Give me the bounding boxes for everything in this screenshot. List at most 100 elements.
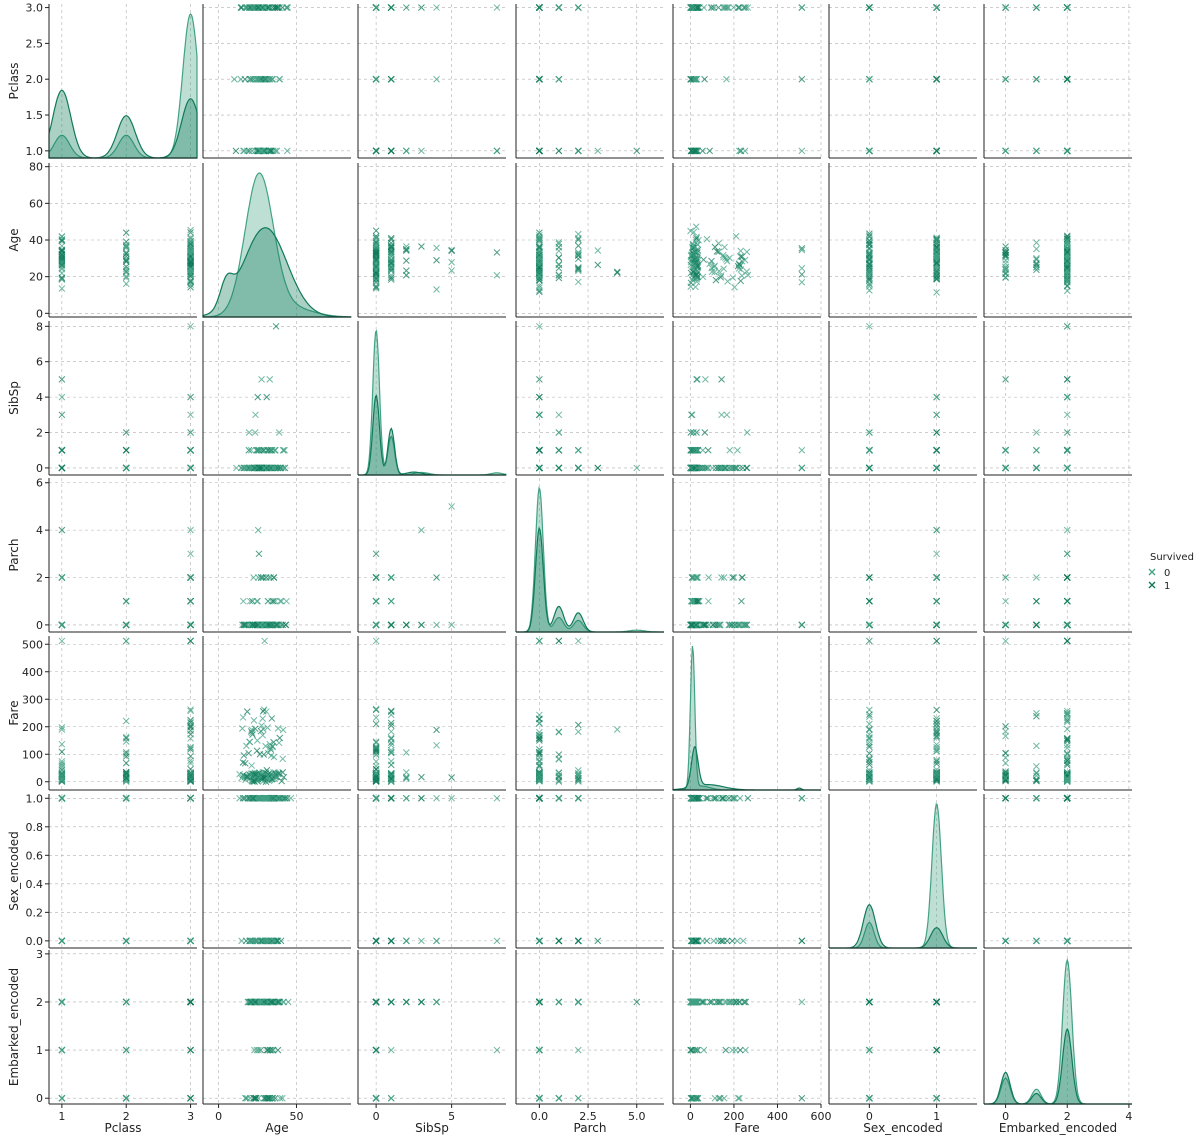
facet-Parch-vs-SibSp [357,478,506,633]
scatter-point [933,4,940,11]
scatter-point [696,4,703,11]
scatter-point [418,4,425,11]
y-tick-label: 500 [22,638,43,651]
scatter-point [691,147,699,155]
scatter-point [730,4,737,11]
scatter-point [256,147,264,155]
scatter-point [387,234,395,242]
scatter-point [1033,4,1040,11]
scatter-point [243,742,250,750]
y-tick-label: 0.0 [26,935,44,948]
scatter-point [433,4,440,11]
scatter-point [721,243,728,251]
scatter-point [718,376,725,383]
facet-Fare-vs-Age [202,636,351,791]
y-tick-label: 20 [29,271,43,284]
scatter-point [707,4,715,11]
y-tick-label: 1.0 [26,145,44,158]
scatter-point [250,4,258,11]
scatter-point [252,75,260,83]
scatter-point [613,726,621,733]
y-tick-label: 3.0 [26,2,44,15]
scatter-point [187,266,194,274]
y-tick-label: 2 [36,572,43,585]
scatter-point [693,75,700,83]
scatter-point [708,4,716,11]
scatter-point [58,264,66,272]
facet-Fare-vs-Parch [515,636,664,791]
scatter-point [266,376,274,383]
scatter-point [58,247,66,255]
scatter-point [281,446,288,454]
scatter-point [258,376,265,383]
scatter-point [250,716,258,724]
scatter-point [387,265,395,273]
facet-Fare-vs-Fare [672,636,822,791]
scatter-point [1002,147,1009,155]
y-tick-label: 4 [36,391,43,404]
scatter-point [239,597,247,605]
scatter-point [372,284,380,292]
scatter-point [613,268,621,276]
scatter-point [433,286,440,293]
scatter-point [699,147,706,155]
scatter-point [798,446,806,454]
facet-SibSp-vs-Embarked_encoded [983,321,1132,476]
scatter-point [387,728,395,735]
scatter-point [402,257,410,264]
scatter-point [58,261,66,269]
scatter-point [433,741,440,749]
scatter-point [245,147,253,155]
scatter-point [122,717,130,725]
scatter-point [58,259,66,266]
scatter-point [274,724,282,732]
scatter-point [122,243,130,250]
scatter-point [536,249,543,257]
scatter-point [536,287,543,294]
scatter-point [536,75,543,83]
scatter-point [58,232,66,240]
facet-Fare-vs-Embarked_encoded [983,636,1132,791]
facet-Parch-vs-Embarked_encoded [983,478,1132,633]
facet-Age-vs-Fare [672,163,822,318]
scatter-point [692,283,699,291]
scatter-point [283,597,290,605]
scatter-point [731,283,738,291]
scatter-point [725,621,733,629]
scatter-point [594,147,602,155]
scatter-point [187,257,194,265]
scatter-point [1033,446,1040,454]
scatter-point [187,706,194,713]
y-tick-label: 200 [22,721,43,734]
y-tick-label: 2.5 [26,37,44,50]
scatter-point [387,734,395,742]
facet-Sex_encoded-vs-Pclass: 0.00.20.40.60.81.0 [26,792,197,949]
scatter-point [1033,763,1040,770]
kde-Age-survived-1 [202,227,351,318]
scatter-point [693,376,701,383]
scatter-point [574,242,582,250]
scatter-point [1002,759,1009,767]
scatter-point [264,75,271,83]
scatter-point [536,251,543,259]
scatter-point [724,278,731,285]
y-tick-label: 0.6 [26,849,44,862]
scatter-point [536,282,543,289]
scatter-point [555,4,563,11]
scatter-point [574,637,582,645]
scatter-point [433,726,440,734]
scatter-point [723,75,730,83]
scatter-point [1063,75,1071,83]
scatter-point [275,4,283,11]
scatter-point [705,597,712,605]
scatter-point [555,75,563,83]
y-tick-label: 300 [22,693,43,706]
scatter-point [259,147,267,155]
scatter-point [187,277,194,284]
scatter-point [122,229,130,237]
scatter-point [372,250,380,258]
scatter-point [255,75,262,83]
scatter-point [574,230,582,238]
scatter-point [798,264,806,272]
